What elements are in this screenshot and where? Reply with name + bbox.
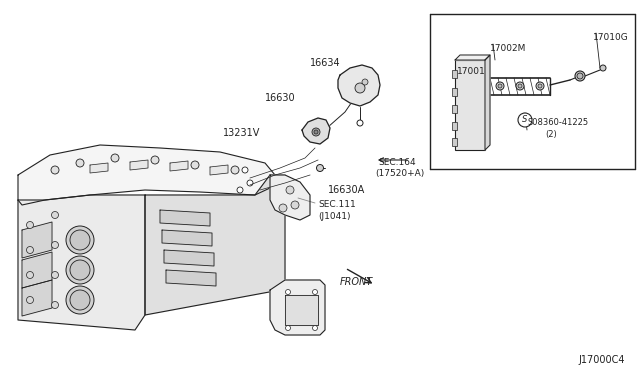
Circle shape [76, 159, 84, 167]
Circle shape [285, 326, 291, 330]
Bar [455, 60, 485, 150]
Circle shape [51, 166, 59, 174]
Polygon shape [22, 252, 52, 288]
Polygon shape [160, 210, 210, 226]
Circle shape [516, 82, 524, 90]
Circle shape [26, 247, 33, 253]
Text: 17010G: 17010G [593, 33, 628, 42]
Circle shape [317, 164, 323, 171]
Circle shape [357, 120, 363, 126]
Circle shape [536, 82, 544, 90]
Circle shape [191, 161, 199, 169]
Circle shape [70, 290, 90, 310]
Circle shape [496, 82, 504, 90]
Circle shape [312, 289, 317, 295]
Circle shape [312, 326, 317, 330]
Polygon shape [485, 55, 490, 150]
Circle shape [355, 83, 365, 93]
Circle shape [237, 187, 243, 193]
Circle shape [51, 241, 58, 248]
Bar [452, 138, 457, 146]
Polygon shape [18, 195, 145, 330]
Polygon shape [164, 250, 214, 266]
Circle shape [314, 130, 318, 134]
Polygon shape [22, 280, 52, 316]
Text: 13231V: 13231V [223, 128, 260, 138]
Bar [452, 105, 457, 113]
Circle shape [285, 289, 291, 295]
Text: 17002M: 17002M [490, 44, 526, 53]
Polygon shape [145, 175, 285, 315]
Polygon shape [285, 295, 318, 325]
Circle shape [247, 180, 253, 186]
Text: FRONT: FRONT [340, 277, 373, 287]
Polygon shape [270, 280, 325, 335]
Text: 16634: 16634 [310, 58, 340, 68]
Circle shape [538, 84, 542, 88]
Bar [452, 88, 457, 96]
Circle shape [51, 272, 58, 279]
Circle shape [518, 84, 522, 88]
Circle shape [498, 84, 502, 88]
Circle shape [66, 226, 94, 254]
Circle shape [70, 230, 90, 250]
Circle shape [279, 204, 287, 212]
Text: 16630A: 16630A [328, 185, 365, 195]
Circle shape [51, 301, 58, 308]
Polygon shape [455, 55, 490, 60]
Polygon shape [162, 230, 212, 246]
Polygon shape [166, 270, 216, 286]
Text: (J1041): (J1041) [318, 212, 351, 221]
Text: S: S [522, 115, 528, 125]
Circle shape [242, 167, 248, 173]
Bar [452, 122, 457, 130]
Polygon shape [90, 163, 108, 173]
Bar [452, 70, 457, 78]
Circle shape [26, 296, 33, 304]
Polygon shape [270, 175, 310, 220]
Circle shape [600, 65, 606, 71]
Text: S08360-41225: S08360-41225 [528, 118, 589, 127]
Polygon shape [302, 118, 330, 144]
Text: 16630: 16630 [265, 93, 296, 103]
Text: SEC.164: SEC.164 [378, 158, 415, 167]
Polygon shape [130, 160, 148, 170]
Circle shape [26, 221, 33, 228]
Text: (17520+A): (17520+A) [375, 169, 424, 178]
Polygon shape [22, 222, 52, 258]
Circle shape [26, 272, 33, 279]
Circle shape [286, 186, 294, 194]
Text: (2): (2) [545, 130, 557, 139]
Text: J17000C4: J17000C4 [579, 355, 625, 365]
Polygon shape [338, 65, 380, 106]
Polygon shape [210, 165, 228, 175]
Circle shape [518, 113, 532, 127]
Circle shape [362, 79, 368, 85]
Circle shape [291, 201, 299, 209]
Circle shape [577, 73, 583, 79]
Circle shape [51, 212, 58, 218]
Circle shape [70, 260, 90, 280]
Circle shape [66, 256, 94, 284]
Circle shape [231, 166, 239, 174]
Polygon shape [170, 161, 188, 171]
Circle shape [66, 286, 94, 314]
Text: SEC.111: SEC.111 [318, 200, 356, 209]
Circle shape [575, 71, 585, 81]
Circle shape [111, 154, 119, 162]
Circle shape [151, 156, 159, 164]
Polygon shape [18, 145, 275, 205]
Circle shape [312, 128, 320, 136]
Text: 17001: 17001 [457, 67, 486, 76]
